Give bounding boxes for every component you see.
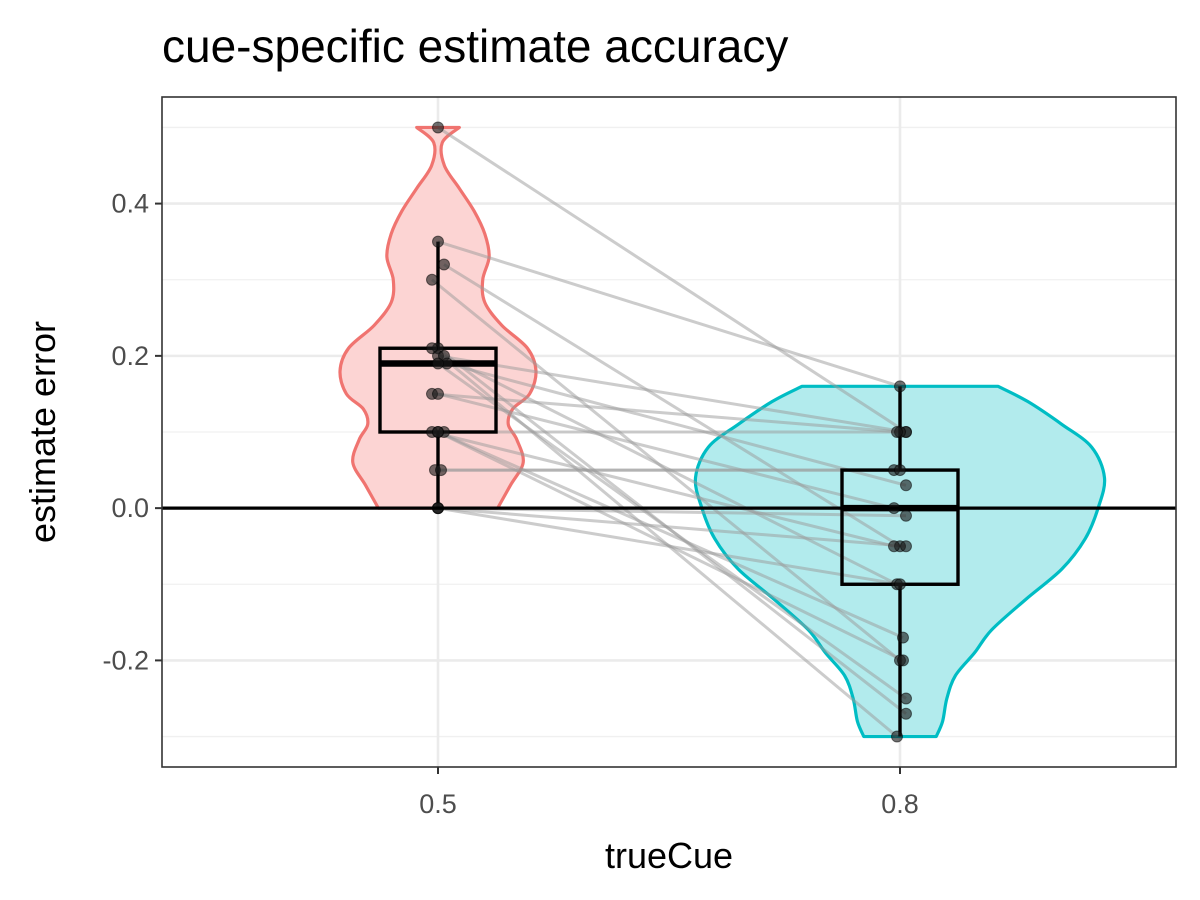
paired-line <box>437 354 907 434</box>
x-tick-label: 0.8 <box>881 789 919 819</box>
paired-line <box>446 362 907 487</box>
data-point-0-5 <box>438 258 450 271</box>
data-point-0-5 <box>426 273 438 286</box>
data-point-0-5 <box>435 464 447 477</box>
data-point-0-5 <box>432 121 444 134</box>
data-point-0-8 <box>900 707 912 720</box>
paired-line <box>437 506 901 586</box>
y-tick-label: 0.0 <box>111 493 149 523</box>
data-point-0-5 <box>432 357 444 370</box>
paired-line <box>437 240 901 388</box>
chart-title: cue-specific estimate accuracy <box>162 20 788 72</box>
data-point-0-8 <box>900 479 912 492</box>
paired-line <box>443 263 901 548</box>
data-point-0-8 <box>894 380 906 393</box>
paired-line <box>437 430 904 639</box>
paired-line <box>431 392 901 434</box>
x-axis-title: trueCue <box>605 835 733 876</box>
y-axis-title: estimate error <box>22 321 63 543</box>
data-point-0-8 <box>900 540 912 553</box>
data-point-0-8 <box>900 509 912 522</box>
x-tick-label: 0.5 <box>419 789 457 819</box>
data-point-0-8 <box>897 654 909 667</box>
data-point-0-8 <box>897 631 909 644</box>
paired-line <box>437 506 907 548</box>
y-tick-label: 0.2 <box>111 341 149 371</box>
paired-line <box>437 392 895 510</box>
data-point-0-5 <box>432 387 444 400</box>
paired-line <box>431 430 895 548</box>
data-point-0-5 <box>432 235 444 248</box>
data-point-0-8 <box>888 540 900 553</box>
paired-line <box>437 362 907 700</box>
data-point-0-8 <box>891 730 903 743</box>
paired-line <box>437 126 907 434</box>
data-point-0-8 <box>891 426 903 438</box>
y-tick-label: 0.4 <box>111 189 149 219</box>
y-tick-label: -0.2 <box>102 645 149 675</box>
data-point-0-8 <box>894 578 906 591</box>
data-point-0-5 <box>432 426 444 438</box>
data-point-0-8 <box>900 692 912 705</box>
data-point-0-8 <box>894 464 906 477</box>
panel-border <box>161 96 1177 768</box>
violin-0-8 <box>693 384 1107 739</box>
plot-area <box>155 96 1177 774</box>
